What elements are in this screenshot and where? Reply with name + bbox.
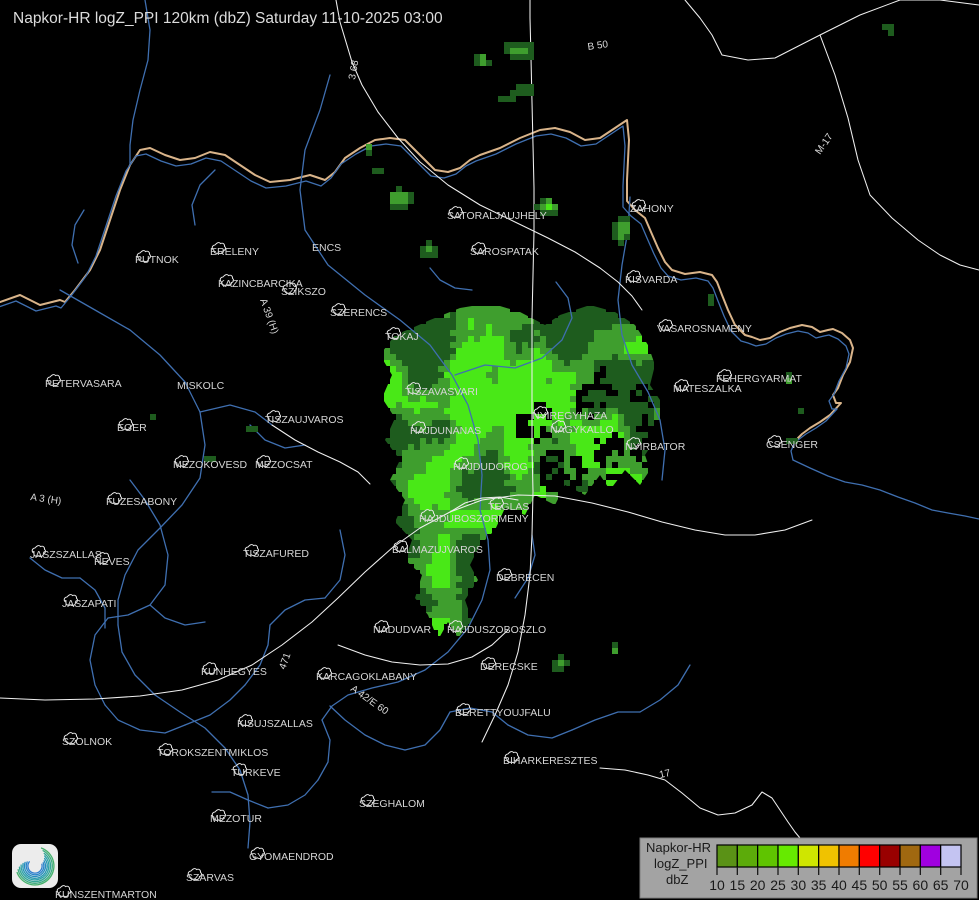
svg-text:55: 55 xyxy=(892,877,908,893)
svg-text:40: 40 xyxy=(831,877,847,893)
svg-text:TOROKSZENTMIKLOS: TOROKSZENTMIKLOS xyxy=(157,747,268,759)
svg-text:50: 50 xyxy=(872,877,888,893)
svg-text:JASZSZALLAS: JASZSZALLAS xyxy=(30,549,102,561)
svg-text:30: 30 xyxy=(791,877,807,893)
svg-text:MEZOTUR: MEZOTUR xyxy=(210,813,262,825)
svg-text:TISZAUJVAROS: TISZAUJVAROS xyxy=(265,414,344,426)
svg-text:BERETTYOUJFALU: BERETTYOUJFALU xyxy=(455,707,551,719)
svg-text:MISKOLC: MISKOLC xyxy=(177,380,225,392)
svg-text:DEBRECEN: DEBRECEN xyxy=(496,572,554,584)
svg-text:35: 35 xyxy=(811,877,827,893)
svg-text:NYIREGYHAZA: NYIREGYHAZA xyxy=(532,410,607,422)
svg-text:logZ_PPI: logZ_PPI xyxy=(654,856,707,871)
svg-text:10: 10 xyxy=(709,877,725,893)
svg-text:BIHARKERESZTES: BIHARKERESZTES xyxy=(503,755,598,767)
svg-text:45: 45 xyxy=(852,877,868,893)
svg-text:SZOLNOK: SZOLNOK xyxy=(62,736,112,748)
svg-text:DERECSKE: DERECSKE xyxy=(480,661,538,673)
svg-text:GYOMAENDROD: GYOMAENDROD xyxy=(249,851,334,863)
svg-text:KUNHEGYES: KUNHEGYES xyxy=(201,666,267,678)
svg-text:HAJDUNANAS: HAJDUNANAS xyxy=(410,425,481,437)
svg-text:dbZ: dbZ xyxy=(666,872,688,887)
svg-text:TEGLAS: TEGLAS xyxy=(488,501,529,513)
svg-text:TISZAVASVARI: TISZAVASVARI xyxy=(405,386,478,398)
svg-text:NYIRBATOR: NYIRBATOR xyxy=(625,441,686,453)
svg-text:15: 15 xyxy=(730,877,746,893)
svg-text:20: 20 xyxy=(750,877,766,893)
svg-text:BALMAZUJVAROS: BALMAZUJVAROS xyxy=(392,544,483,556)
svg-text:SZIKSZO: SZIKSZO xyxy=(281,286,326,298)
svg-text:60: 60 xyxy=(913,877,929,893)
svg-text:KUNSZENTMARTON: KUNSZENTMARTON xyxy=(55,889,157,900)
svg-text:Napkor-HR: Napkor-HR xyxy=(646,840,711,855)
svg-text:KARCAGOKLABANY: KARCAGOKLABANY xyxy=(316,671,417,683)
svg-text:KISUJSZALLAS: KISUJSZALLAS xyxy=(237,718,313,730)
svg-text:HAJDUDOROG: HAJDUDOROG xyxy=(453,461,528,473)
svg-text:EGER: EGER xyxy=(117,422,147,434)
svg-text:SZARVAS: SZARVAS xyxy=(186,872,234,884)
svg-text:ZAHONY: ZAHONY xyxy=(630,203,674,215)
svg-text:JASZAPATI: JASZAPATI xyxy=(62,598,116,610)
svg-text:MEZOKOVESD: MEZOKOVESD xyxy=(173,459,248,471)
svg-text:TISZAFURED: TISZAFURED xyxy=(243,548,309,560)
svg-text:25: 25 xyxy=(770,877,786,893)
svg-text:TURKEVE: TURKEVE xyxy=(231,767,281,779)
svg-text:FUZESABONY: FUZESABONY xyxy=(106,496,177,508)
svg-text:SAROSPATAK: SAROSPATAK xyxy=(470,246,539,258)
svg-text:HAJDUBOSZORMENY: HAJDUBOSZORMENY xyxy=(419,513,529,525)
svg-text:MATESZALKA: MATESZALKA xyxy=(673,383,742,395)
svg-text:MEZOCSAT: MEZOCSAT xyxy=(255,459,313,471)
svg-text:KISVARDA: KISVARDA xyxy=(625,274,677,286)
svg-text:VASAROSNAMENY: VASAROSNAMENY xyxy=(657,323,752,335)
svg-text:65: 65 xyxy=(933,877,949,893)
svg-text:Napkor-HR logZ_PPI 120km (dbZ): Napkor-HR logZ_PPI 120km (dbZ) Saturday … xyxy=(13,10,443,27)
svg-text:HAJDUSZOBOSZLO: HAJDUSZOBOSZLO xyxy=(447,624,546,636)
svg-text:ENCS: ENCS xyxy=(312,242,341,254)
svg-text:PUTNOK: PUTNOK xyxy=(135,254,179,266)
svg-text:SZERENCS: SZERENCS xyxy=(330,307,387,319)
svg-text:PETERVASARA: PETERVASARA xyxy=(45,378,122,390)
svg-text:NADUDVAR: NADUDVAR xyxy=(373,624,432,636)
svg-text:ERELENY: ERELENY xyxy=(210,246,259,258)
svg-text:SATORALJAUJHELY: SATORALJAUJHELY xyxy=(447,210,547,222)
svg-text:NAGYKALLO: NAGYKALLO xyxy=(550,424,614,436)
svg-text:CSENGER: CSENGER xyxy=(766,439,818,451)
svg-text:TOKAJ: TOKAJ xyxy=(385,331,419,343)
svg-text:70: 70 xyxy=(953,877,969,893)
svg-text:SZEGHALOM: SZEGHALOM xyxy=(359,798,425,810)
